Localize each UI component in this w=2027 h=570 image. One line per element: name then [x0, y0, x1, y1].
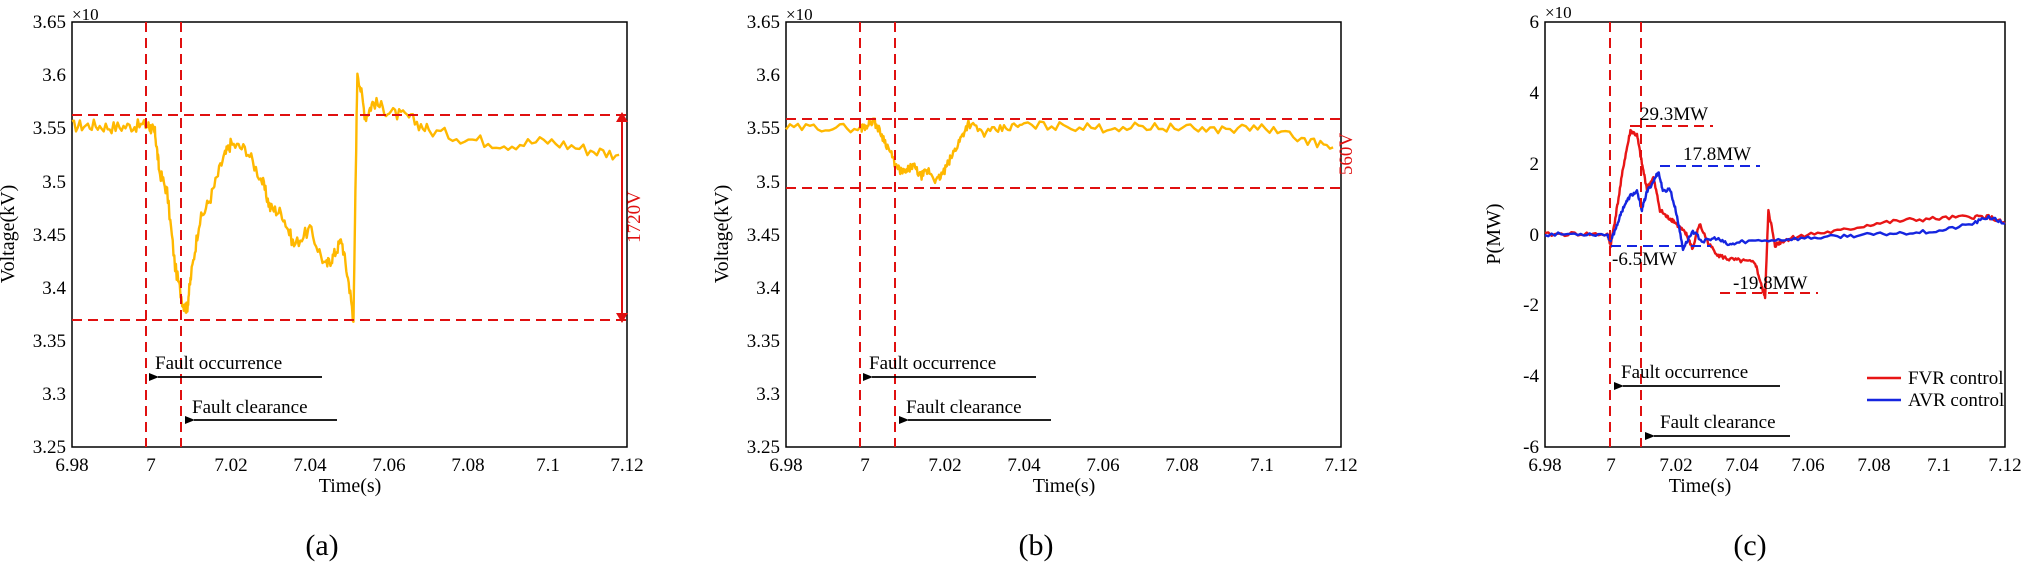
- peak-fvr-label: 29.3MW: [1640, 104, 1708, 125]
- xtick-label: 7.12: [1988, 455, 2021, 476]
- xtick-label: 7: [146, 455, 156, 476]
- ytick-label: 3.65: [33, 12, 66, 33]
- ytick-label: 3.5: [756, 172, 780, 193]
- panel-a: ×10 3.25 3.3 3.35 3.4 3.45 3.5 3.55 3.6 …: [0, 5, 645, 562]
- xtick-label: 7.1: [1250, 455, 1274, 476]
- ytick-label: 0: [1530, 225, 1540, 246]
- xtick-label: 7.12: [1324, 455, 1357, 476]
- xtick-label: 7.08: [1165, 455, 1198, 476]
- range-arrow-head-bottom-a: [616, 313, 628, 323]
- xtick-label: 7.02: [928, 455, 961, 476]
- panel-label-b: (b): [1019, 529, 1054, 562]
- xtick-label: 6.98: [769, 455, 802, 476]
- ytick-label: 3.3: [756, 384, 780, 405]
- xticks-b: 6.98 7 7.02 7.04 7.06 7.08 7.1 7.12: [769, 455, 1357, 476]
- range-label-b: 560V: [1336, 133, 1357, 176]
- exponent-label-b: ×10: [786, 5, 813, 24]
- xtick-label: 7.06: [372, 455, 405, 476]
- xtick-label: 6.98: [1528, 455, 1561, 476]
- ytick-label: 3.25: [747, 437, 780, 458]
- legend-avr-label: AVR control: [1908, 390, 2004, 411]
- plot-area-b: [785, 21, 1342, 448]
- ylabel-a: Voltage(kV): [0, 185, 19, 284]
- xtick-label: 7: [1606, 455, 1616, 476]
- yticks-b: 3.25 3.3 3.35 3.4 3.45 3.5 3.55 3.6 3.65: [747, 12, 781, 458]
- ytick-label: 3.45: [33, 225, 66, 246]
- ytick-label: 2: [1530, 154, 1540, 175]
- ytick-label: -4: [1523, 366, 1539, 387]
- panel-c: ×10 -6 -4 -2 0 2 4 6 6.98 7 7.02 7.04 7.…: [1483, 3, 2022, 562]
- xtick-label: 7.04: [1007, 455, 1041, 476]
- ytick-label: 3.55: [747, 118, 780, 139]
- xtick-label: 7.04: [1725, 455, 1759, 476]
- fault-occurrence-label-c: Fault occurrence: [1621, 362, 1748, 383]
- ytick-label: 3.4: [42, 278, 66, 299]
- plot-area-a: [71, 21, 628, 448]
- xtick-label: 7.08: [1857, 455, 1890, 476]
- xticks-c: 6.98 7 7.02 7.04 7.06 7.08 7.1 7.12: [1528, 455, 2021, 476]
- xticks-a: 6.98 7 7.02 7.04 7.06 7.08 7.1 7.12: [55, 455, 643, 476]
- yticks-c: -6 -4 -2 0 2 4 6: [1523, 12, 1539, 458]
- plot-area-c: [1544, 21, 2006, 448]
- ytick-label: 3.6: [756, 65, 780, 86]
- range-label-a: 1720V: [624, 191, 645, 243]
- yticks-a: 3.25 3.3 3.35 3.4 3.45 3.5 3.55 3.6 3.65: [33, 12, 67, 458]
- xtick-label: 7.02: [1659, 455, 1692, 476]
- ytick-label: 3.5: [42, 172, 66, 193]
- xlabel-a: Time(s): [319, 475, 382, 497]
- ytick-label: 3.25: [33, 437, 66, 458]
- min-fvr-label: -19.8MW: [1733, 273, 1807, 294]
- range-arrow-head-top-a: [616, 112, 628, 122]
- ytick-label: 3.4: [756, 278, 780, 299]
- voltage-trace-b: [785, 117, 1334, 185]
- xtick-label: 7.1: [536, 455, 560, 476]
- xlabel-c: Time(s): [1669, 475, 1732, 497]
- ylabel-c: P(MW): [1483, 203, 1505, 264]
- voltage-trace-a: [71, 72, 620, 323]
- ylabel-b: Voltage(kV): [711, 185, 733, 284]
- xtick-label: 7.1: [1927, 455, 1951, 476]
- ytick-label: -6: [1523, 437, 1539, 458]
- ytick-label: 3.55: [33, 118, 66, 139]
- ytick-label: 3.65: [747, 12, 780, 33]
- fault-occurrence-label-a: Fault occurrence: [155, 353, 282, 374]
- ytick-label: 3.3: [42, 384, 66, 405]
- xtick-label: 7.08: [451, 455, 484, 476]
- xtick-label: 7.12: [610, 455, 643, 476]
- legend-c: FVR control AVR control: [1867, 368, 2004, 411]
- ytick-label: 3.6: [42, 65, 66, 86]
- legend-fvr-label: FVR control: [1908, 368, 2004, 389]
- ytick-label: 3.35: [747, 331, 780, 352]
- ytick-label: -2: [1523, 295, 1539, 316]
- fault-clearance-label-c: Fault clearance: [1660, 412, 1776, 433]
- ytick-label: 6: [1530, 12, 1540, 33]
- exponent-label-c: ×10: [1545, 3, 1572, 22]
- xtick-label: 6.98: [55, 455, 88, 476]
- xtick-label: 7.02: [214, 455, 247, 476]
- panel-b: ×10 3.25 3.3 3.35 3.4 3.45 3.5 3.55 3.6 …: [711, 5, 1358, 562]
- xlabel-b: Time(s): [1033, 475, 1096, 497]
- fault-clearance-label-b: Fault clearance: [906, 397, 1022, 418]
- ytick-label: 4: [1530, 83, 1540, 104]
- exponent-label-a: ×10: [72, 5, 99, 24]
- avr-trace: [1544, 171, 2006, 252]
- min-avr-label: -6.5MW: [1612, 249, 1677, 270]
- panel-label-c: (c): [1733, 529, 1766, 562]
- fault-occurrence-label-b: Fault occurrence: [869, 353, 996, 374]
- xtick-label: 7.04: [293, 455, 327, 476]
- xtick-label: 7.06: [1086, 455, 1119, 476]
- ytick-label: 3.35: [33, 331, 66, 352]
- xtick-label: 7.06: [1791, 455, 1824, 476]
- xtick-label: 7: [860, 455, 870, 476]
- panel-label-a: (a): [305, 529, 338, 562]
- ytick-label: 3.45: [747, 225, 780, 246]
- peak-avr-label: 17.8MW: [1683, 144, 1751, 165]
- fault-clearance-label-a: Fault clearance: [192, 397, 308, 418]
